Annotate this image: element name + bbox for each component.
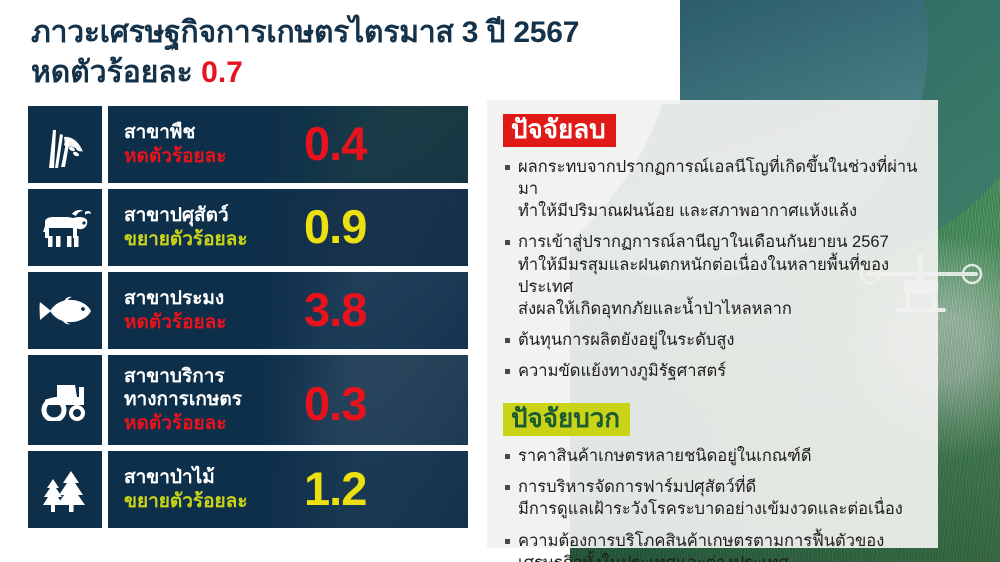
headline-value: 0.7	[201, 55, 243, 89]
sector-row-crop[interactable]: สาขาพืช หดตัวร้อยละ 0.4	[28, 106, 468, 183]
navy-tint	[108, 451, 468, 528]
list-item: ผลกระทบจากปรากฏการณ์เอลนีโญที่เกิดขึ้นใน…	[503, 156, 920, 222]
negative-factors-list: ผลกระทบจากปรากฏการณ์เอลนีโญที่เกิดขึ้นใน…	[503, 156, 920, 382]
list-item: ราคาสินค้าเกษตรหลายชนิดอยู่ในเกณฑ์ดี	[503, 445, 920, 467]
sector-change-label: หดตัวร้อยละ	[124, 145, 227, 167]
sector-body-forestry: สาขาป่าไม้ ขยายตัวร้อยละ 1.2	[108, 451, 468, 528]
sector-name: สาขาบริการ ทางการเกษตร	[124, 366, 242, 411]
list-item: ความขัดแย้งทางภูมิรัฐศาสตร์	[503, 360, 920, 382]
fish-icon	[28, 272, 102, 349]
sector-text-services: สาขาบริการ ทางการเกษตร หดตัวร้อยละ	[108, 365, 304, 435]
sector-change-label: ขยายตัวร้อยละ	[124, 228, 248, 250]
sector-value: 0.3	[304, 376, 367, 430]
headline-summary: หดตัวร้อยละ 0.7	[31, 54, 691, 92]
sector-name: สาขาพืช	[124, 122, 196, 144]
rice-plant-icon	[28, 106, 102, 183]
factors-inner: ปัจจัยลบ ผลกระทบจากปรากฏการณ์เอลนีโญที่เ…	[487, 100, 938, 562]
sector-change-label: หดตัวร้อยละ	[124, 412, 227, 434]
pine-trees-icon	[28, 451, 102, 528]
sector-body-crop: สาขาพืช หดตัวร้อยละ 0.4	[108, 106, 468, 183]
sector-row-services[interactable]: สาขาบริการ ทางการเกษตร หดตัวร้อยละ 0.3	[28, 355, 468, 445]
page-title: ภาวะเศรษฐกิจการเกษตรไตรมาส 3 ปี 2567	[31, 16, 580, 49]
cow-icon	[28, 189, 102, 266]
sector-row-forestry[interactable]: สาขาป่าไม้ ขยายตัวร้อยละ 1.2	[28, 451, 468, 528]
navy-tint	[108, 272, 468, 349]
title-block: ภาวะเศรษฐกิจการเกษตรไตรมาส 3 ปี 2567 หดต…	[31, 14, 691, 91]
sector-text-forestry: สาขาป่าไม้ ขยายตัวร้อยละ	[108, 466, 304, 512]
headline-prefix: หดตัวร้อยละ	[31, 55, 202, 89]
factors-panel: ปัจจัยลบ ผลกระทบจากปรากฏการณ์เอลนีโญที่เ…	[487, 100, 938, 562]
navy-tint	[108, 106, 468, 183]
sector-change-label: หดตัวร้อยละ	[124, 311, 227, 333]
sector-row-livestock[interactable]: สาขาปศุสัตว์ ขยายตัวร้อยละ 0.9	[28, 189, 468, 266]
positive-factors-heading: ปัจจัยบวก	[503, 403, 631, 437]
sector-text-livestock: สาขาปศุสัตว์ ขยายตัวร้อยละ	[108, 204, 304, 250]
sector-body-fishery: สาขาประมง หดตัวร้อยละ 3.8	[108, 272, 468, 349]
positive-factors-list: ราคาสินค้าเกษตรหลายชนิดอยู่ในเกณฑ์ดี การ…	[503, 445, 920, 562]
negative-factors-heading: ปัจจัยลบ	[503, 114, 616, 148]
navy-tint	[108, 189, 468, 266]
navy-tint	[108, 355, 468, 445]
section-spacer	[503, 391, 920, 403]
sector-value: 0.9	[304, 200, 367, 254]
tractor-icon	[28, 355, 102, 445]
sector-text-crop: สาขาพืช หดตัวร้อยละ	[108, 121, 304, 167]
sector-row-fishery[interactable]: สาขาประมง หดตัวร้อยละ 3.8	[28, 272, 468, 349]
list-item: การเข้าสู่ปรากฏการณ์ลานีญาในเดือนกันยายน…	[503, 231, 920, 319]
sector-name: สาขาปศุสัตว์	[124, 205, 229, 227]
list-item: ต้นทุนการผลิตยังอยู่ในระดับสูง	[503, 329, 920, 351]
sector-change-label: ขยายตัวร้อยละ	[124, 490, 248, 512]
sector-name: สาขาประมง	[124, 288, 225, 310]
sector-value: 1.2	[304, 462, 367, 516]
sector-body-livestock: สาขาปศุสัตว์ ขยายตัวร้อยละ 0.9	[108, 189, 468, 266]
list-item: ความต้องการบริโภคสินค้าเกษตรตามการฟื้นตั…	[503, 530, 920, 562]
sector-list: สาขาพืช หดตัวร้อยละ 0.4	[28, 106, 468, 534]
list-item: การบริหารจัดการฟาร์มปศุสัตว์ที่ดี มีการด…	[503, 476, 920, 520]
sector-body-services: สาขาบริการ ทางการเกษตร หดตัวร้อยละ 0.3	[108, 355, 468, 445]
sector-value: 0.4	[304, 117, 367, 171]
sector-value: 3.8	[304, 283, 367, 337]
sector-name: สาขาป่าไม้	[124, 467, 215, 489]
sector-text-fishery: สาขาประมง หดตัวร้อยละ	[108, 287, 304, 333]
white-title-band	[0, 0, 680, 104]
